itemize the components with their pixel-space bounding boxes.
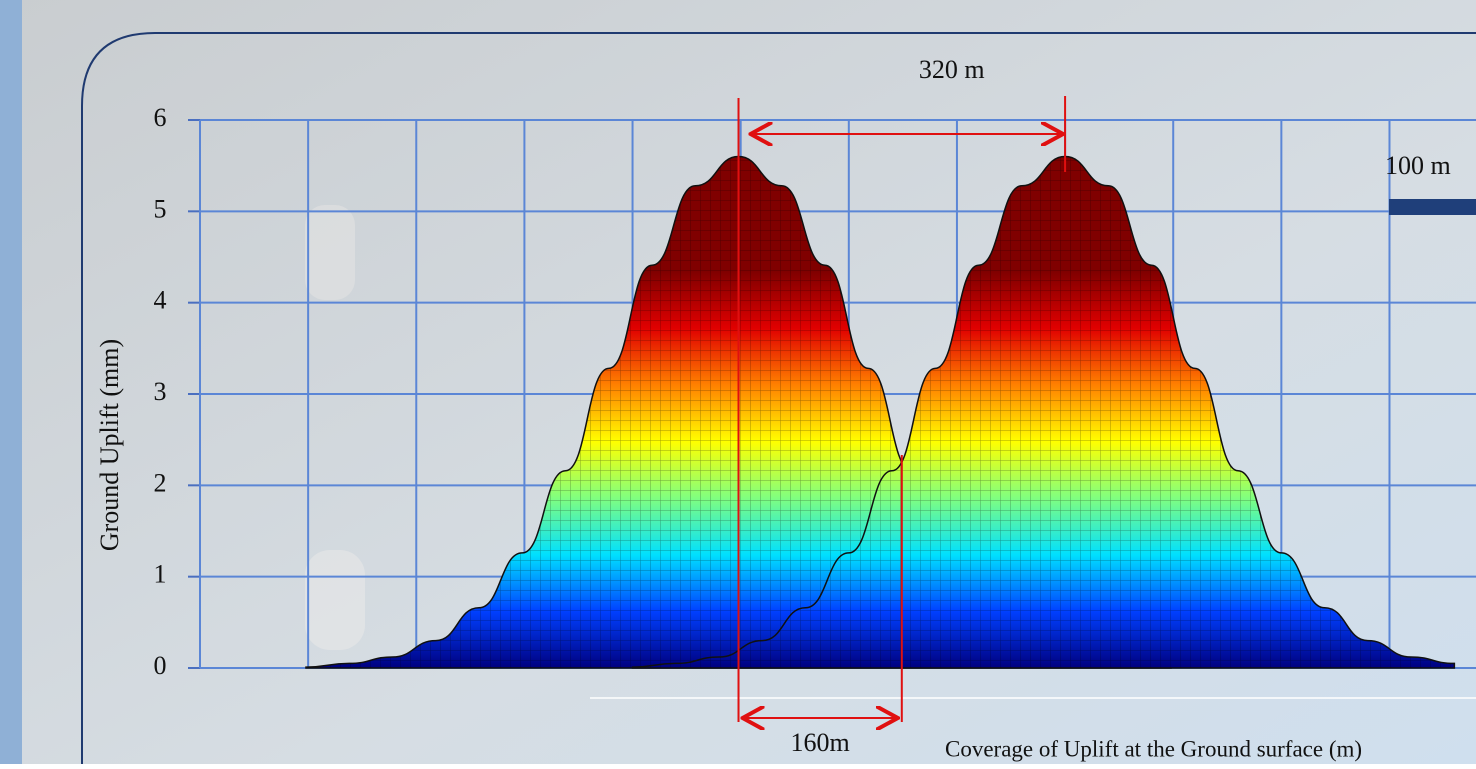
y-tick-label: 6 bbox=[154, 103, 167, 132]
y-tick-label: 0 bbox=[154, 651, 167, 680]
window-shape bbox=[305, 205, 355, 300]
y-axis-label: Ground Uplift (mm) bbox=[95, 339, 124, 551]
y-tick-label: 4 bbox=[154, 286, 167, 315]
y-tick-label: 3 bbox=[154, 377, 167, 406]
x-axis-label: Coverage of Uplift at the Ground surface… bbox=[945, 736, 1362, 761]
dimension-label: 160m bbox=[791, 728, 850, 757]
y-tick-label: 1 bbox=[154, 560, 167, 589]
y-tick-label: 2 bbox=[154, 468, 167, 497]
scale-bar bbox=[1389, 199, 1476, 215]
scale-bar-label: 100 m bbox=[1385, 151, 1451, 180]
side-strip bbox=[0, 0, 22, 764]
dimension-label: 320 m bbox=[919, 55, 985, 84]
y-tick-label: 5 bbox=[154, 194, 167, 223]
window-shape bbox=[305, 550, 365, 650]
